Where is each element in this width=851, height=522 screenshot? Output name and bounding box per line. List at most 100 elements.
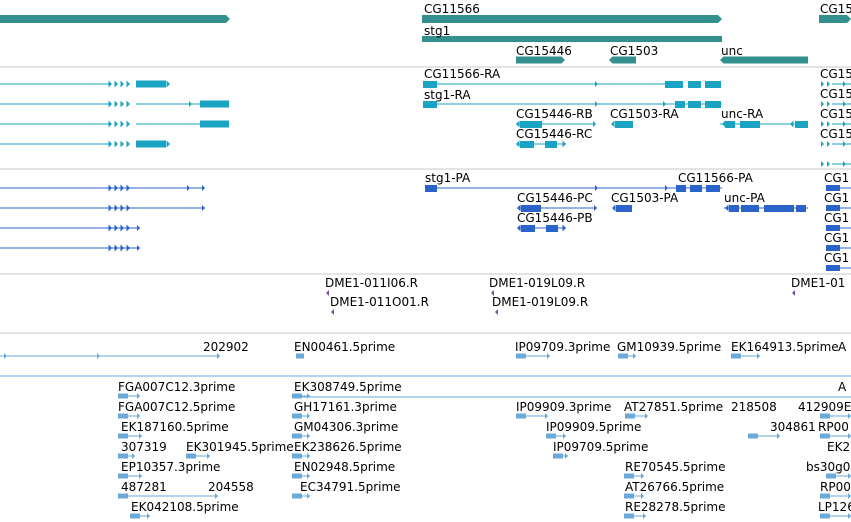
strand-arrow-icon <box>166 80 170 88</box>
strand-arrow-icon <box>565 453 568 459</box>
strand-arrow-icon <box>114 80 118 88</box>
est-label: 218508 <box>731 400 777 414</box>
est-label: IP09909.3prime <box>516 400 611 414</box>
gene-feature[interactable] <box>720 56 808 64</box>
strand-arrow-icon <box>137 413 140 419</box>
est-label: bs30g0 <box>806 460 850 474</box>
strand-arrow-icon <box>97 353 100 359</box>
strand-arrow-icon <box>120 204 124 212</box>
protein-label: CG1 <box>824 171 849 185</box>
transcript-label: CG15 <box>820 127 851 141</box>
gene-feature[interactable] <box>819 15 851 23</box>
strand-arrow-icon <box>562 224 566 232</box>
gene-feature[interactable] <box>422 15 722 23</box>
strand-arrow-icon <box>114 204 118 212</box>
strand-arrow-icon <box>207 453 210 459</box>
strand-arrow-icon <box>827 121 830 127</box>
est-label: A <box>838 380 847 394</box>
strand-arrow-icon <box>843 161 846 167</box>
est-block <box>118 433 128 439</box>
est-label: FGA007C12.5prime <box>118 400 235 414</box>
est-block <box>748 433 758 439</box>
strand-arrow-icon <box>641 493 644 499</box>
est-label: RP00 <box>818 420 849 434</box>
strand-arrow-icon <box>545 413 548 419</box>
est-block <box>292 473 302 479</box>
est-label: RE70545.5prime <box>625 460 726 474</box>
est-label: 412909E <box>798 400 851 414</box>
strand-arrow-icon <box>202 185 205 191</box>
strand-arrow-icon <box>517 204 521 212</box>
transcript-label: unc-RA <box>721 107 764 121</box>
gene-feature[interactable] <box>516 56 565 64</box>
transcript-label: CG1503-RA <box>610 107 679 121</box>
exon-block <box>665 81 683 88</box>
strand-arrow-icon <box>307 473 310 479</box>
est-label: A <box>838 340 847 354</box>
strand-arrow-icon <box>120 120 124 128</box>
exon-block <box>423 81 437 88</box>
exon-block <box>826 245 840 251</box>
est-label: LP126 <box>818 500 851 514</box>
protein-label: CG1 <box>824 211 849 225</box>
est-label: RP00 <box>820 480 851 494</box>
exon-block <box>676 185 686 192</box>
gene-feature[interactable] <box>0 15 230 23</box>
est-label: EC34791.5prime <box>300 480 401 494</box>
exon-block <box>705 101 721 108</box>
exon-block <box>826 225 840 231</box>
probe-marker-icon <box>495 309 498 315</box>
exon-block <box>545 141 557 148</box>
strand-arrow-icon <box>215 493 218 499</box>
exon-block <box>520 121 542 128</box>
gene-label: unc <box>721 44 743 58</box>
strand-arrow-icon <box>595 185 598 191</box>
est-block <box>820 433 830 439</box>
gene-label: stg1 <box>424 24 450 38</box>
est-block <box>624 473 634 479</box>
strand-arrow-icon <box>821 141 824 147</box>
est-block <box>296 353 304 359</box>
est-block <box>292 433 302 439</box>
exon-block <box>546 225 558 232</box>
strand-arrow-icon <box>120 140 124 148</box>
strand-arrow-icon <box>137 225 140 231</box>
strand-arrow-icon <box>821 161 824 167</box>
exon-block <box>705 81 721 88</box>
gene-feature[interactable] <box>609 56 636 64</box>
strand-arrow-icon <box>593 121 596 127</box>
protein-label: CG1503-PA <box>611 191 679 205</box>
exon-block <box>520 141 534 148</box>
strand-arrow-icon <box>663 101 666 107</box>
strand-arrow-icon <box>126 204 130 212</box>
strand-arrow-icon <box>126 184 130 192</box>
strand-arrow-icon <box>187 185 190 191</box>
probe-marker-icon <box>792 290 795 296</box>
strand-arrow-icon <box>126 80 130 88</box>
exon-block <box>826 185 840 191</box>
strand-arrow-icon <box>120 100 124 108</box>
est-block <box>820 493 830 499</box>
est-label: IP09709.5prime <box>553 440 648 454</box>
strand-arrow-icon <box>108 140 112 148</box>
exon-block <box>688 101 701 108</box>
strand-arrow-icon <box>594 205 597 211</box>
exon-block <box>826 265 840 271</box>
exon-block <box>796 205 806 212</box>
est-label: 204558 <box>208 480 254 494</box>
est-label: IP09909.5prime <box>546 420 641 434</box>
strand-arrow-icon <box>777 433 780 439</box>
strand-arrow-icon <box>114 120 118 128</box>
est-block <box>292 453 302 459</box>
strand-arrow-icon <box>126 140 130 148</box>
est-label: 202902 <box>203 340 249 354</box>
strand-arrow-icon <box>843 81 846 87</box>
strand-arrow-icon <box>126 244 130 252</box>
gene-label: CG11566 <box>424 2 480 16</box>
est-label: AT26766.5prime <box>625 480 724 494</box>
strand-arrow-icon <box>132 453 135 459</box>
exon-block <box>200 100 229 108</box>
transcript-label: CG15 <box>820 67 851 81</box>
